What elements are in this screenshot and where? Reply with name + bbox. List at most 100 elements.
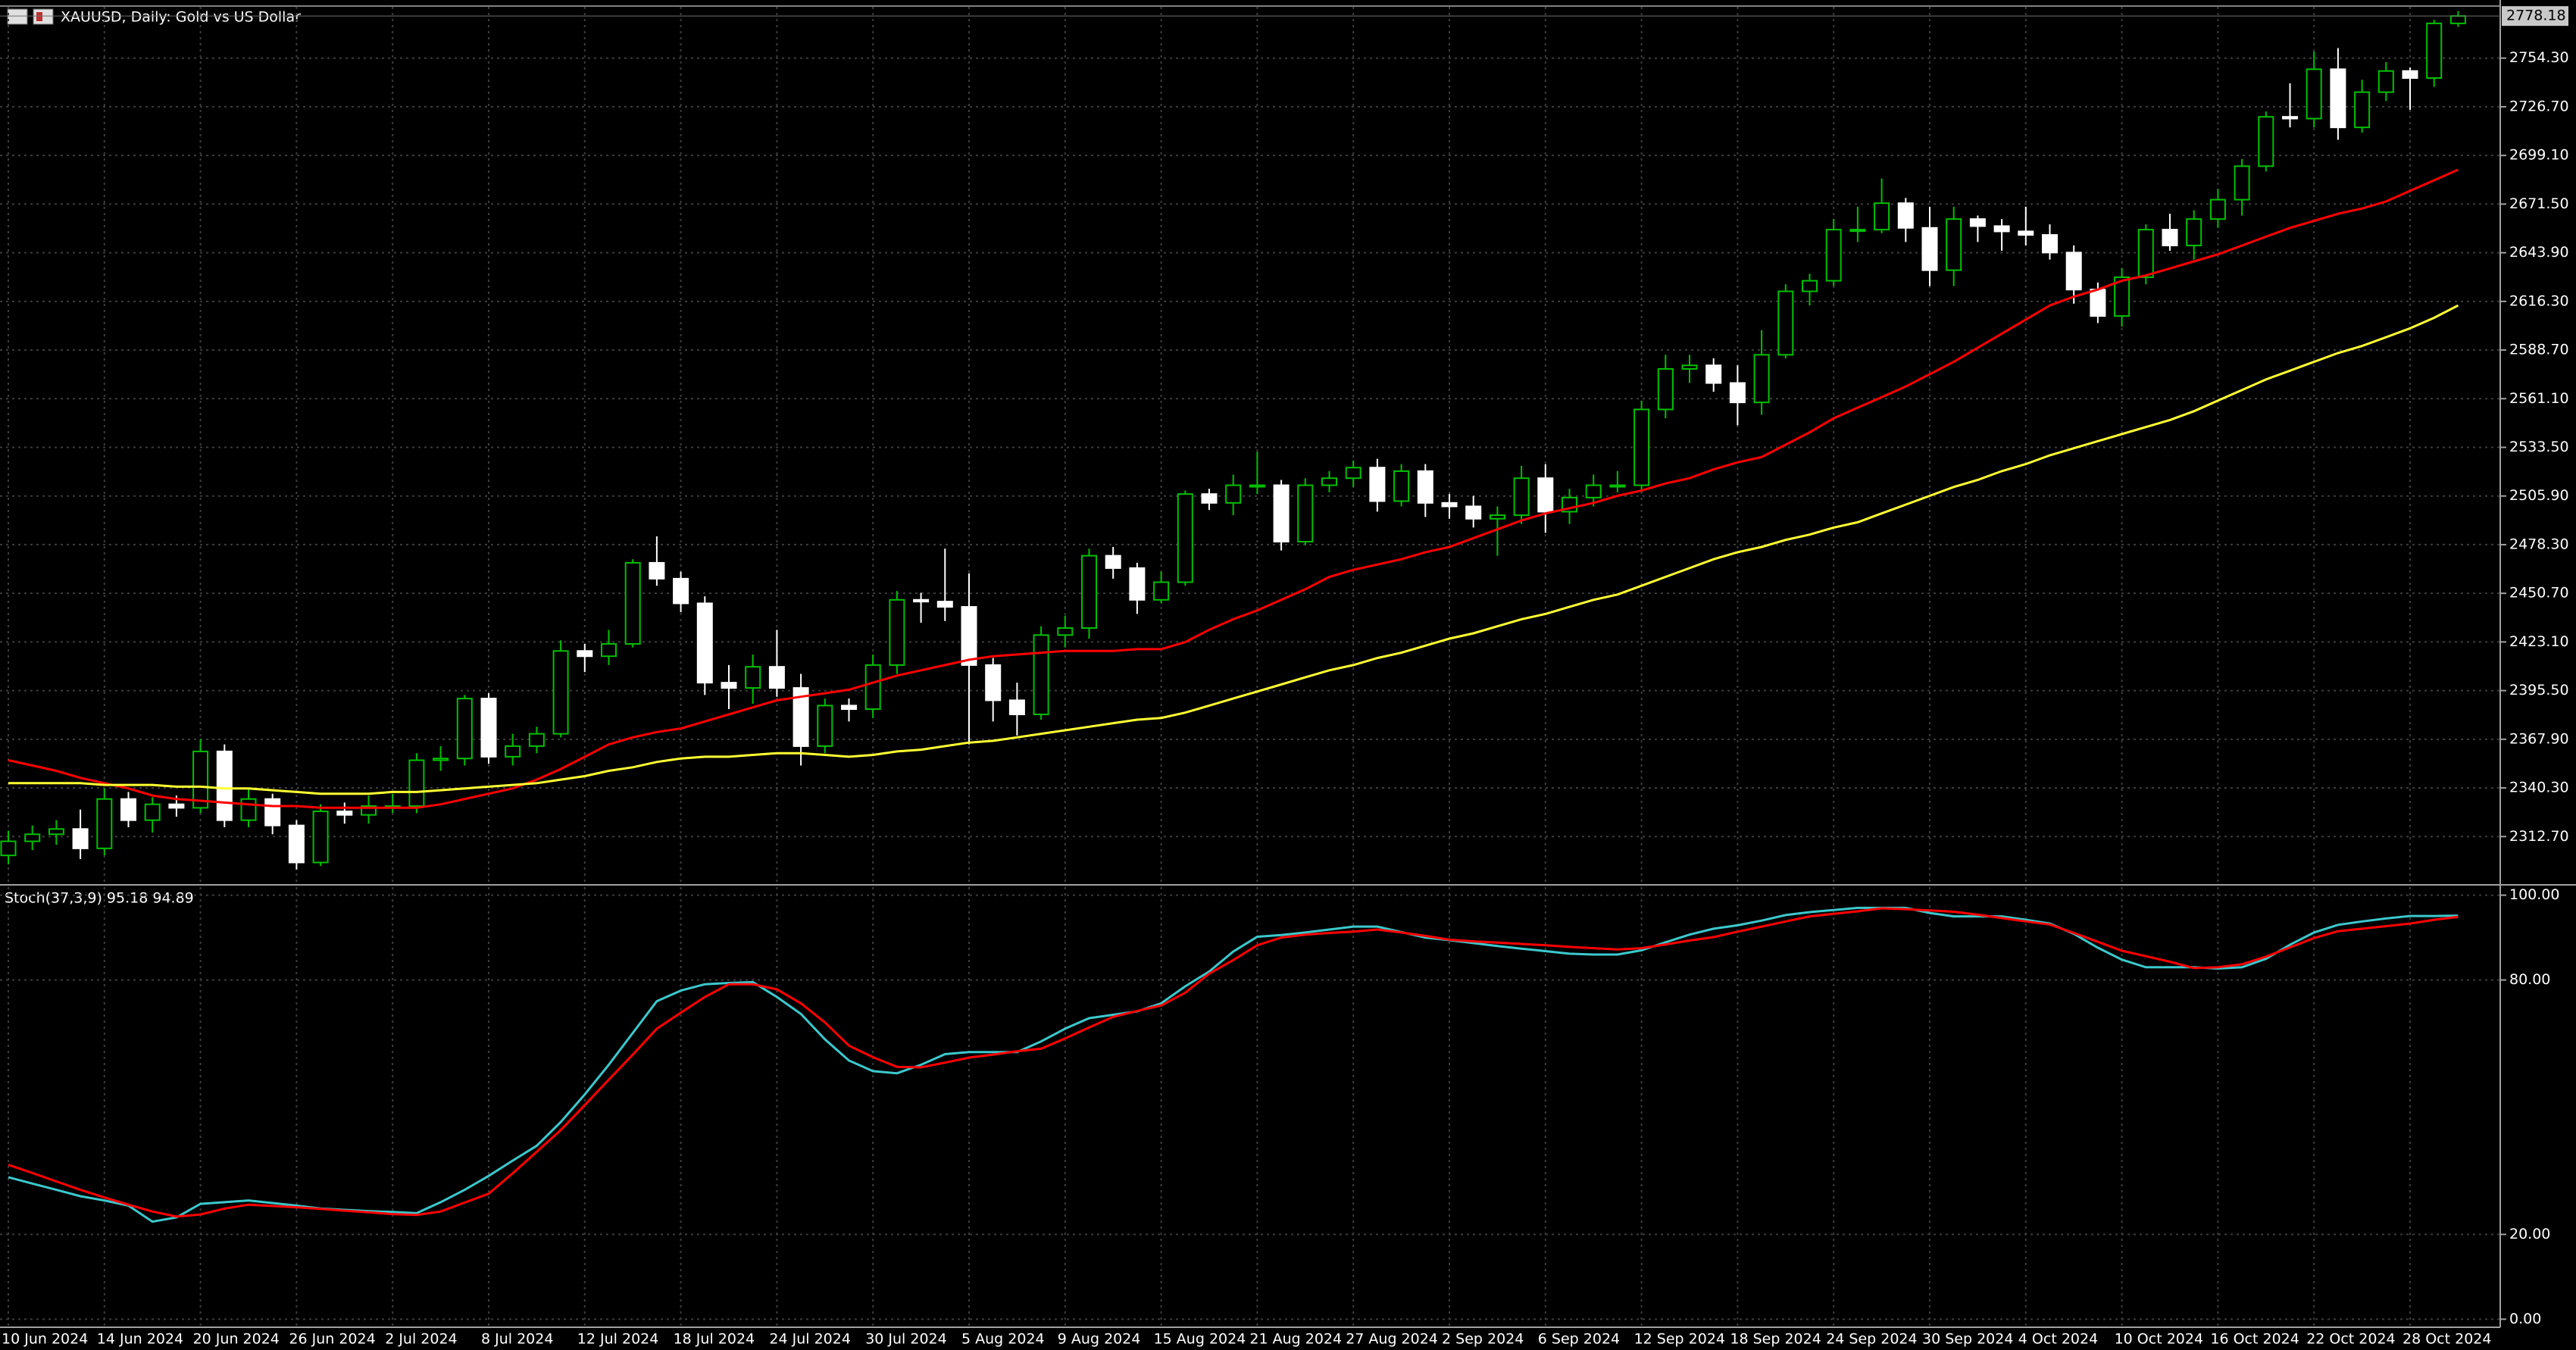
candle-body xyxy=(2330,68,2346,129)
candle-body xyxy=(1033,634,1049,716)
candle-body xyxy=(1993,225,2010,233)
y-tick-label: 2671.50 xyxy=(2509,195,2569,212)
line-series xyxy=(8,907,2459,1218)
x-tick-label: 30 Jul 2024 xyxy=(865,1331,947,1348)
candle-body xyxy=(2186,218,2202,247)
chart-title: XAUUSD, Daily: Gold vs US Dollar xyxy=(61,9,301,26)
y-tick-label: 2561.10 xyxy=(2509,390,2569,407)
candle-body xyxy=(817,705,833,747)
x-tick-label: 2 Jul 2024 xyxy=(385,1331,457,1348)
candle-body xyxy=(505,745,521,758)
candle-body xyxy=(2426,22,2443,80)
candle-body xyxy=(2114,276,2131,317)
last-price-label: 2778.18 xyxy=(2506,8,2566,24)
x-tick-label: 16 Oct 2024 xyxy=(2210,1331,2299,1348)
candle-body xyxy=(264,798,281,827)
icon-detail xyxy=(36,12,42,21)
candle-body xyxy=(1225,484,1242,504)
candle-body xyxy=(1489,514,1505,520)
candle-body xyxy=(480,698,497,758)
candle-body xyxy=(745,666,761,689)
candle-body xyxy=(528,733,545,747)
candle-body xyxy=(48,828,64,836)
x-tick-label: 5 Aug 2024 xyxy=(961,1331,1045,1348)
candle-body xyxy=(889,598,905,666)
candle-body xyxy=(721,682,737,689)
candle-body xyxy=(1441,502,1458,508)
y-tick-label: 2533.50 xyxy=(2509,439,2569,455)
candle-body xyxy=(2402,70,2418,80)
candle-body xyxy=(1465,505,1482,520)
candle-body xyxy=(601,642,617,658)
candle-body xyxy=(841,705,857,711)
y-tick-label: 20.00 xyxy=(2509,1226,2550,1242)
candle-body xyxy=(1393,470,1410,502)
candle-body xyxy=(1321,477,1337,486)
candle-body xyxy=(2209,198,2226,220)
line-series xyxy=(8,304,2459,795)
candle-body xyxy=(1273,484,1290,542)
candle-body xyxy=(2354,91,2371,129)
y-tick-label: 2588.70 xyxy=(2509,342,2569,358)
x-tick-label: 22 Oct 2024 xyxy=(2306,1331,2395,1348)
candle-body xyxy=(1802,280,1818,292)
x-tick-label: 27 Aug 2024 xyxy=(1346,1331,1438,1348)
candle-body xyxy=(1777,290,1794,356)
candle-body xyxy=(361,805,377,816)
y-tick-label: 0.00 xyxy=(2509,1311,2541,1327)
y-tick-label: 2616.30 xyxy=(2509,292,2569,309)
candle-body xyxy=(673,577,689,605)
x-tick-label: 12 Sep 2024 xyxy=(1634,1331,1725,1348)
y-tick-label: 2699.10 xyxy=(2509,147,2569,164)
candle-body xyxy=(312,810,329,864)
candle-body xyxy=(864,664,881,711)
candle-body xyxy=(2090,289,2106,317)
candle-body xyxy=(1105,555,1121,569)
candle-body xyxy=(168,803,185,809)
y-tick-label: 2754.30 xyxy=(2509,49,2569,66)
icon xyxy=(7,8,28,25)
candle-body xyxy=(1057,627,1074,636)
x-tick-label: 20 Jun 2024 xyxy=(193,1331,280,1348)
candle-body xyxy=(1633,408,1650,486)
candle-body xyxy=(1201,493,1218,504)
y-tick-label: 2367.90 xyxy=(2509,730,2569,747)
candle-body xyxy=(1681,364,1698,370)
candle-body xyxy=(2137,229,2154,278)
candle-body xyxy=(1153,581,1170,601)
candle-body xyxy=(0,840,17,857)
candle-body xyxy=(1537,477,1554,513)
x-tick-label: 24 Sep 2024 xyxy=(1826,1331,1917,1348)
y-tick-label: 2312.70 xyxy=(2509,828,2569,845)
candle-body xyxy=(2042,234,2058,254)
candle-body xyxy=(1129,567,1146,601)
candle-body xyxy=(2018,230,2034,236)
candle-body xyxy=(1946,218,1962,271)
x-tick-label: 30 Sep 2024 xyxy=(1922,1331,2013,1348)
y-tick-label: 2340.30 xyxy=(2509,780,2569,796)
candle-body xyxy=(1729,382,1746,404)
x-tick-label: 4 Oct 2024 xyxy=(2018,1331,2098,1348)
x-tick-label: 9 Aug 2024 xyxy=(1058,1331,1141,1348)
x-tick-label: 12 Jul 2024 xyxy=(577,1331,659,1348)
candle-body xyxy=(2065,252,2082,291)
candle-body xyxy=(1921,227,1938,271)
x-tick-label: 14 Jun 2024 xyxy=(97,1331,183,1348)
candle-body xyxy=(1874,202,1890,231)
candle-body xyxy=(216,750,233,821)
icon xyxy=(33,8,54,25)
candle-body xyxy=(1417,470,1433,504)
x-tick-label: 18 Jul 2024 xyxy=(674,1331,755,1348)
candle-body xyxy=(433,758,449,761)
candle-body xyxy=(936,601,953,608)
candle-body xyxy=(288,824,305,864)
x-tick-label: 21 Aug 2024 xyxy=(1249,1331,1342,1348)
x-tick-label: 6 Sep 2024 xyxy=(1538,1331,1620,1348)
y-tick-label: 2505.90 xyxy=(2509,487,2569,504)
y-tick-label: 80.00 xyxy=(2509,971,2550,988)
candle-body xyxy=(2162,229,2178,247)
candle-body xyxy=(792,687,809,747)
y-tick-label: 2395.50 xyxy=(2509,682,2569,698)
x-tick-label: 24 Jul 2024 xyxy=(769,1331,851,1348)
